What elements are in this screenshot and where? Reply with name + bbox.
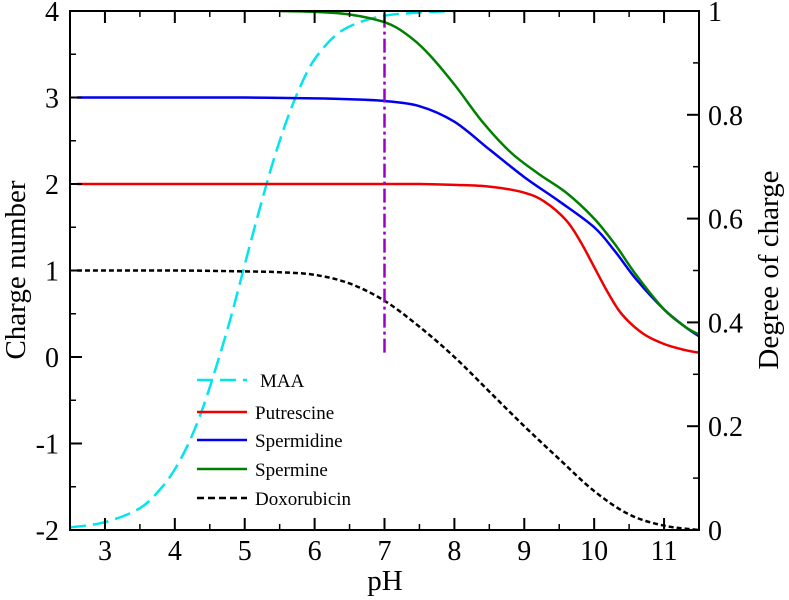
- y-tick-label-left: 1: [45, 257, 59, 288]
- legend-label-spermidine: Spermidine: [255, 431, 343, 452]
- x-tick-label: 8: [447, 536, 461, 567]
- series-line-doxorubicin: [76, 269, 699, 530]
- y-tick-label-left: -1: [36, 430, 59, 461]
- y-tick-label-right: 0.6: [708, 205, 743, 236]
- y-tick-label-left: 2: [45, 170, 59, 201]
- x-tick-label: 3: [98, 536, 112, 567]
- y-tick-label-right: 0.2: [708, 412, 743, 443]
- series-layer: [70, 11, 699, 530]
- tick-layer: 3 4 5 6 7 8 9 10 11 -2 -1 0 1 2 3 4 0 0.2 0.4 0.6 0.8 1: [36, 0, 743, 567]
- legend-label-maa: MAA: [260, 371, 305, 392]
- y-tick-label-right: 1: [708, 0, 722, 28]
- legend-label-putrescine: Putrescine: [255, 403, 334, 424]
- x-tick-label: 6: [308, 536, 322, 567]
- series-line-maa: [70, 11, 455, 529]
- x-tick-label: 5: [238, 536, 252, 567]
- legend-label-spermine: Spermine: [255, 460, 328, 481]
- y-tick-label-right: 0.8: [708, 101, 743, 132]
- x-tick-label: 11: [651, 536, 678, 567]
- x-tick-label: 4: [168, 536, 182, 567]
- x-tick-label: 10: [580, 536, 608, 567]
- y-tick-label-right: 0.4: [708, 308, 743, 339]
- y-tick-label-left: 4: [45, 0, 59, 28]
- series-line-spermidine: [76, 96, 699, 338]
- x-axis-title: pH: [367, 565, 403, 597]
- y-axis-title-left: Charge number: [0, 180, 32, 359]
- y-axis-title-right: Degree of charge: [753, 170, 785, 369]
- series-line-putrescine: [76, 182, 699, 354]
- x-tick-label: 7: [378, 536, 392, 567]
- y-tick-label-right: 0: [708, 516, 722, 547]
- x-tick-label: 9: [517, 536, 531, 567]
- y-tick-label-left: 3: [45, 84, 59, 115]
- series-line-spermine: [279, 11, 699, 336]
- y-tick-label-left: -2: [36, 516, 59, 547]
- legend: MAA Putrescine Spermidine Spermine Doxorubic…: [197, 371, 352, 510]
- y-tick-label-left: 0: [45, 343, 59, 374]
- legend-label-doxorubicin: Doxorubicin: [255, 489, 352, 510]
